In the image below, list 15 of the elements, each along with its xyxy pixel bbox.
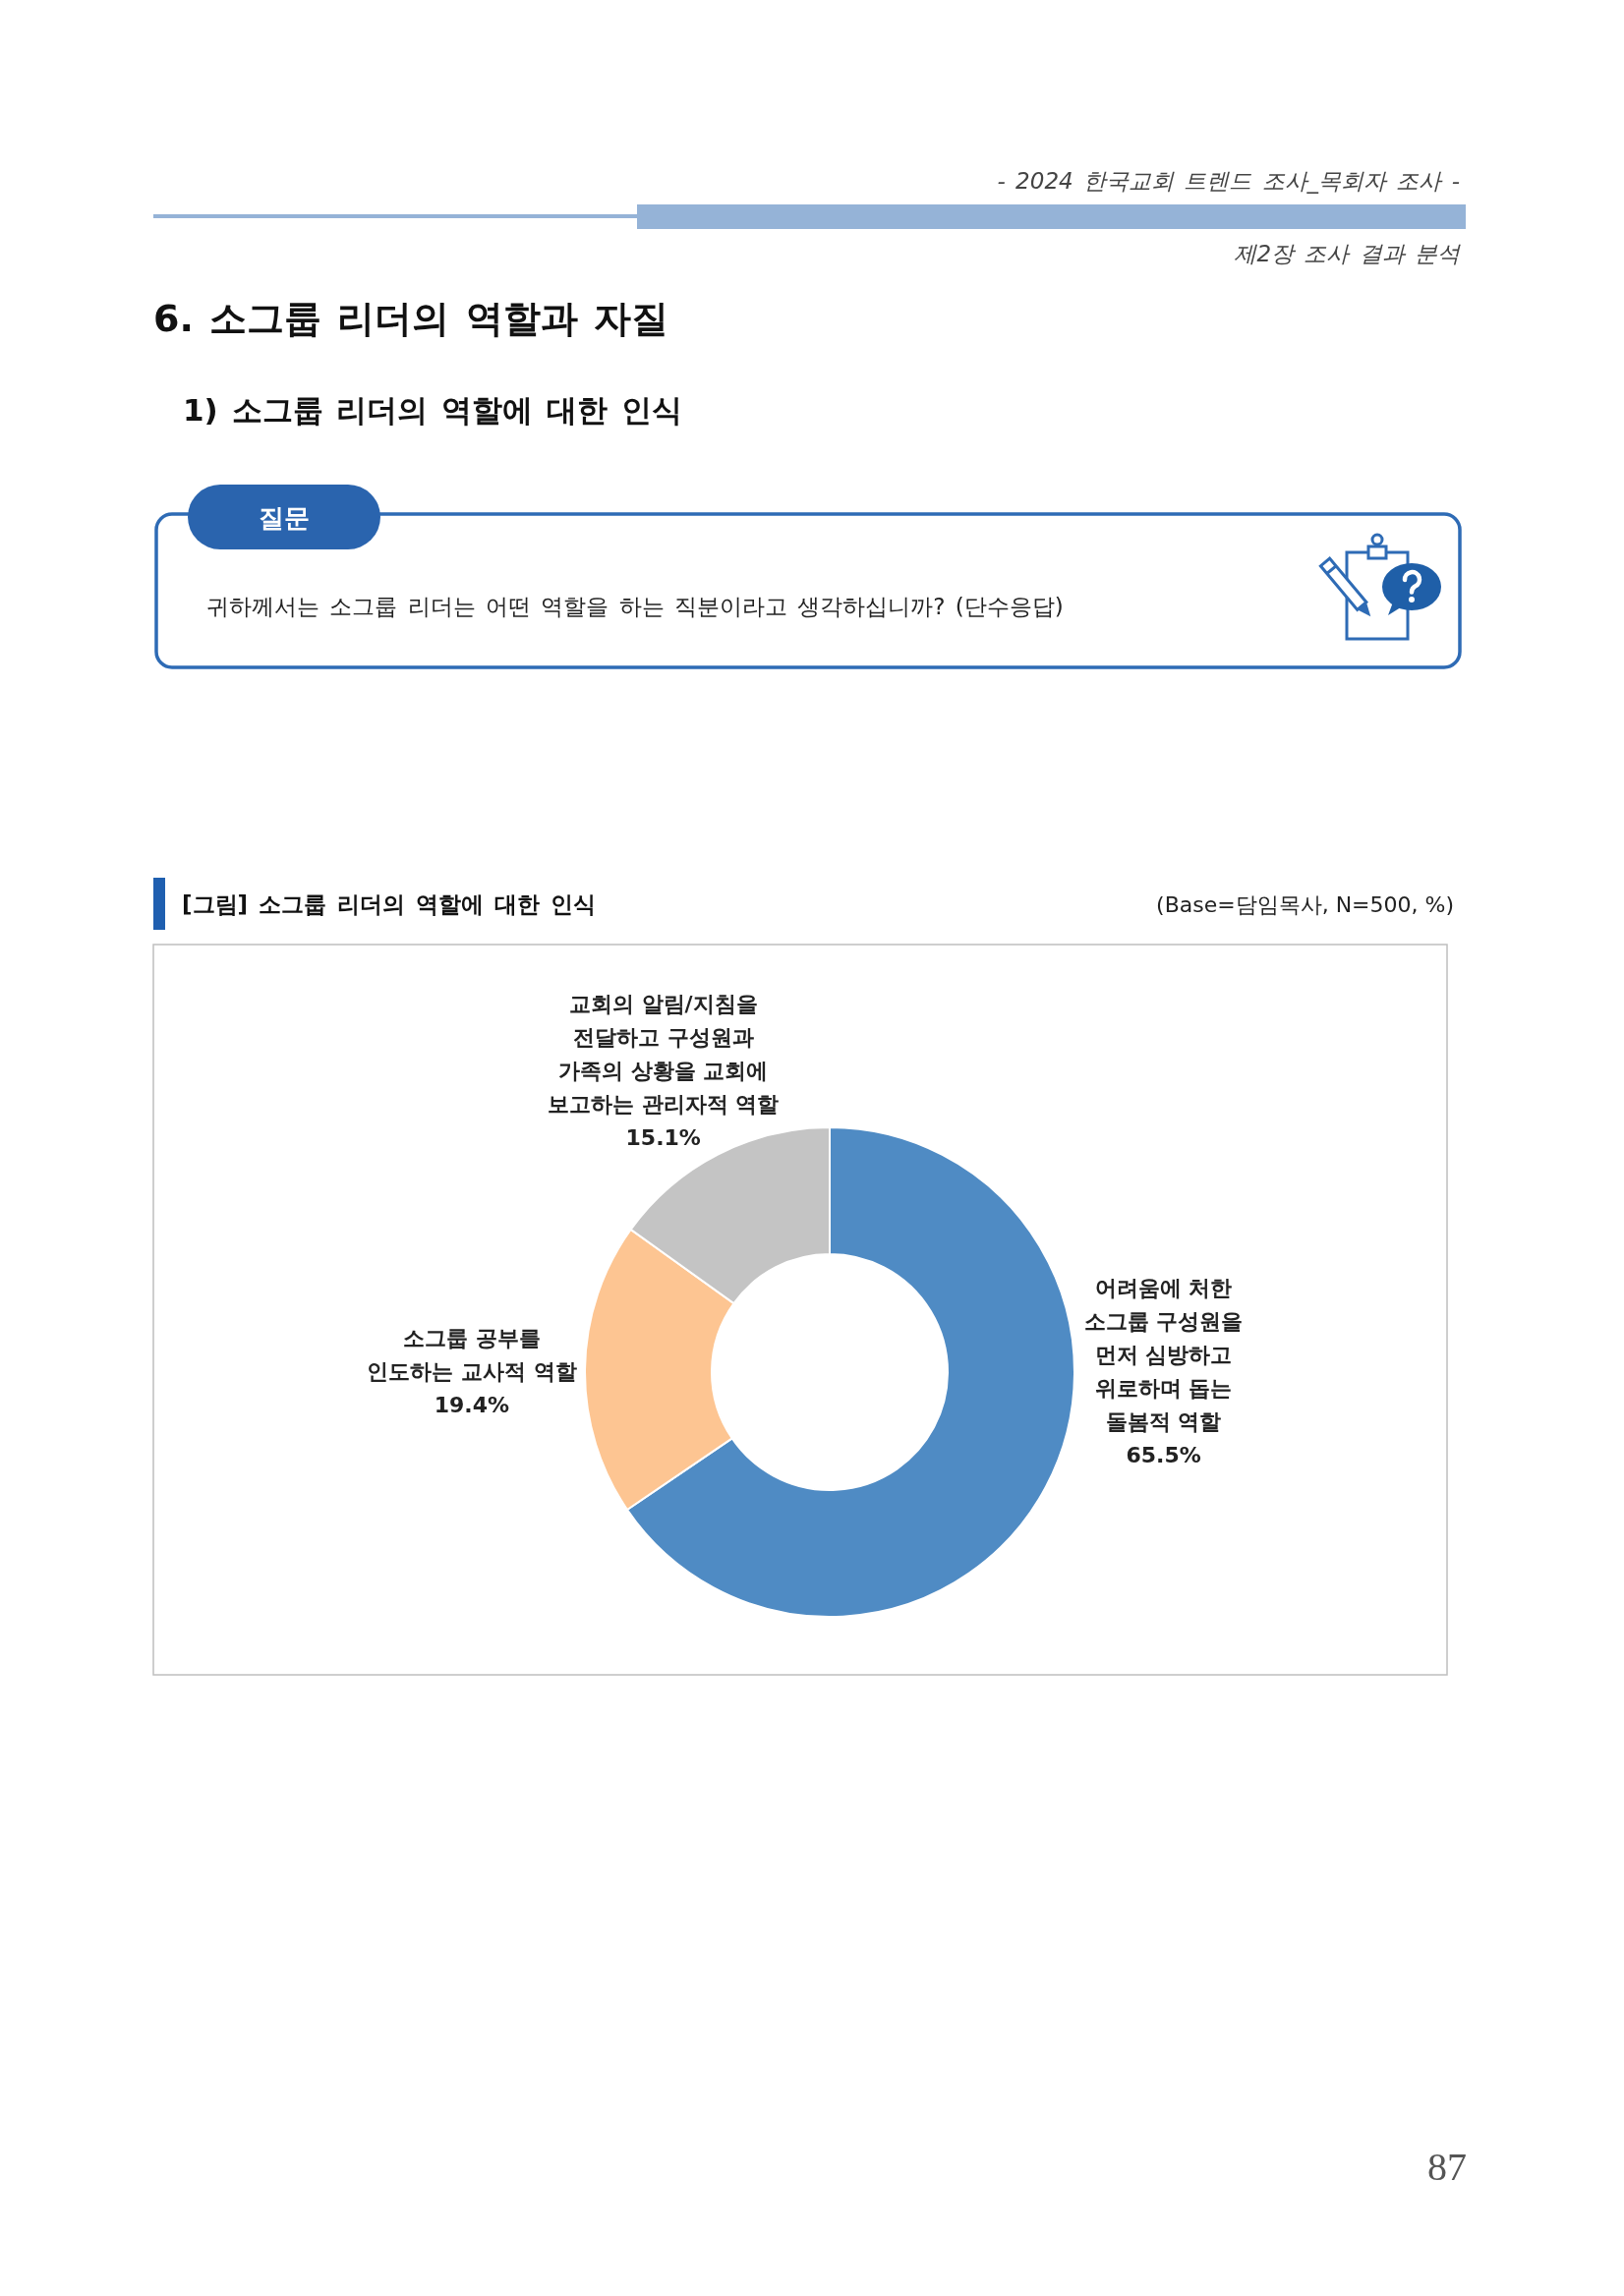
text: (Base=담임목사, N=500, %) [1156,892,1454,917]
data-label: 65.5% [1126,1443,1201,1468]
data-label: 15.1% [625,1125,701,1151]
slice-label: 소그룹 공부를 인도하는 교사적 역할 [367,1326,577,1385]
text: 87 [1427,2145,1467,2189]
text: - 2024 한국교회 트렌드 조사_목회자 조사 - [997,168,1460,194]
slice-label: 어려움에 처한 소그룹 구성원을 먼저 심방하고 위로하며 돕는 돌봄적 역할 [1083,1276,1244,1435]
text: 질문 [259,503,310,533]
text: 1) 소그룹 리더의 역할에 대한 인식 [183,392,682,428]
data-label: 19.4% [434,1393,510,1418]
chart-title: [그림] 소그룹 리더의 역할에 대한 인식 [182,891,597,917]
text: 6. 소그룹 리더의 역할과 자질 [153,297,668,340]
slice-label: 교회의 알림/지침을 전달하고 구성원과 가족의 상황을 교회에 보고하는 관리자적 역할 [548,992,780,1118]
text: 제2장 조사 결과 분석 [1234,241,1461,266]
text: 귀하께서는 소그룹 리더는 어떤 역할을 하는 직분이라고 생각하십니까? (단수응답) [206,594,1064,619]
